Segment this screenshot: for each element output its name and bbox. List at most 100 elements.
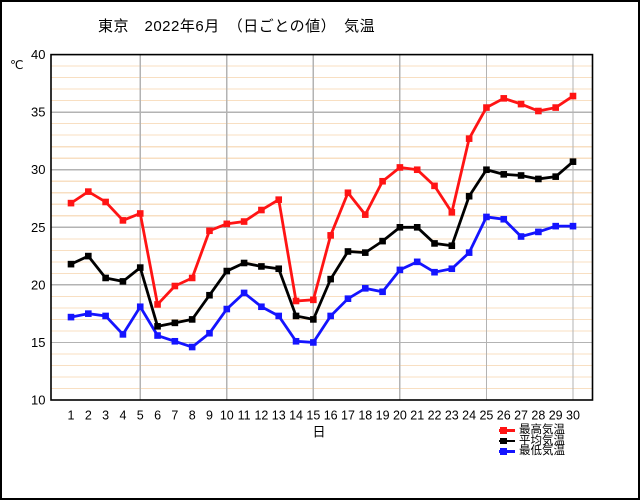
svg-text:2: 2 <box>85 409 92 423</box>
data-point-marker <box>569 158 577 165</box>
legend-label-min: 最低気温 <box>519 445 565 458</box>
data-point-marker <box>275 196 283 203</box>
data-point-marker <box>344 295 352 302</box>
data-point-marker <box>85 188 92 195</box>
data-point-marker <box>465 249 473 256</box>
svg-text:9: 9 <box>206 409 213 423</box>
data-point-marker <box>535 107 542 115</box>
svg-text:15: 15 <box>31 335 45 350</box>
legend-item-avg: 平均気温 <box>499 434 565 447</box>
data-point-marker <box>310 316 317 323</box>
series-line <box>70 215 573 349</box>
data-point-marker <box>413 258 421 266</box>
svg-text:10: 10 <box>220 409 234 423</box>
data-point-marker <box>344 248 352 255</box>
data-point-marker <box>483 166 490 174</box>
svg-text:30: 30 <box>31 162 45 177</box>
data-point-marker <box>483 213 490 221</box>
data-point-marker <box>448 209 456 216</box>
data-point-marker <box>136 264 144 271</box>
chart-legend: 最高気温 平均気温 最低気温 <box>499 424 565 457</box>
data-point-marker <box>500 95 508 102</box>
data-point-marker <box>171 282 179 290</box>
svg-text:18: 18 <box>358 409 372 423</box>
data-point-marker <box>119 278 127 285</box>
data-point-marker <box>223 305 231 313</box>
svg-text:20: 20 <box>31 277 45 292</box>
data-point-marker <box>379 237 386 245</box>
data-point-marker <box>154 323 161 330</box>
data-point-marker <box>552 104 559 111</box>
x-axis-title: 日 <box>312 425 325 440</box>
data-point-marker <box>258 206 265 214</box>
data-point-marker <box>465 192 473 200</box>
data-point-marker <box>310 339 317 346</box>
plot-frame <box>50 53 594 401</box>
data-point-marker <box>102 312 109 320</box>
data-point-marker <box>396 224 404 231</box>
data-point-marker <box>154 301 161 308</box>
data-point-marker <box>275 312 283 320</box>
legend-item-min: 最低気温 <box>499 446 565 457</box>
svg-text:35: 35 <box>31 105 45 120</box>
data-point-marker <box>292 297 300 305</box>
svg-text:22: 22 <box>428 409 442 423</box>
data-point-marker <box>379 288 386 296</box>
legend-item-max: 最高気温 <box>499 424 565 436</box>
svg-text:7: 7 <box>171 409 178 423</box>
svg-text:3: 3 <box>102 409 109 423</box>
svg-text:29: 29 <box>549 409 563 423</box>
svg-text:6: 6 <box>154 409 161 423</box>
svg-text:30: 30 <box>566 409 580 423</box>
data-point-marker <box>67 313 75 321</box>
data-point-marker <box>275 265 283 273</box>
y-axis-unit-label: ℃ <box>10 58 23 72</box>
data-point-marker <box>310 296 317 304</box>
svg-text:25: 25 <box>479 409 493 423</box>
data-point-marker <box>85 252 92 260</box>
svg-text:40: 40 <box>31 47 45 62</box>
data-point-marker <box>240 218 248 225</box>
svg-text:26: 26 <box>497 409 511 423</box>
data-point-marker <box>535 228 542 236</box>
data-point-marker <box>569 92 577 100</box>
data-point-marker <box>67 260 75 268</box>
svg-text:5: 5 <box>137 409 144 423</box>
data-point-marker <box>67 199 75 207</box>
min-temp-line-swatch <box>499 447 515 455</box>
data-point-marker <box>188 274 196 282</box>
data-point-marker <box>206 329 213 337</box>
data-point-marker <box>206 227 213 235</box>
svg-text:16: 16 <box>324 409 338 423</box>
data-point-marker <box>569 222 577 230</box>
data-point-marker <box>292 312 300 320</box>
legend-label-avg: 平均気温 <box>519 434 565 447</box>
data-point-marker <box>85 310 92 317</box>
data-point-marker <box>240 259 248 267</box>
data-point-marker <box>379 177 386 185</box>
svg-text:12: 12 <box>254 409 268 423</box>
svg-text:27: 27 <box>514 409 528 423</box>
data-point-marker <box>517 100 525 108</box>
avg-temp-line-swatch <box>499 437 515 445</box>
data-point-marker <box>517 233 525 240</box>
svg-text:8: 8 <box>189 409 196 423</box>
data-point-marker <box>102 274 109 282</box>
data-point-marker <box>292 337 300 345</box>
data-point-marker <box>413 166 421 174</box>
data-point-marker <box>396 164 404 171</box>
x-axis-tick-labels: 1 2 3 4 5 6 7 8 9 10 11 12 13 14 15 16 17 18 19 20 21 22 23 24 2… <box>68 409 580 423</box>
data-point-marker <box>136 210 144 217</box>
series-最高気温 <box>67 92 577 308</box>
svg-text:14: 14 <box>289 409 303 423</box>
data-point-marker <box>431 268 438 276</box>
data-point-marker <box>136 303 144 311</box>
svg-text:28: 28 <box>531 409 545 423</box>
data-point-marker <box>431 182 438 190</box>
data-point-marker <box>327 275 334 283</box>
svg-text:24: 24 <box>462 409 476 423</box>
svg-text:21: 21 <box>410 409 424 423</box>
data-point-marker <box>448 242 456 250</box>
